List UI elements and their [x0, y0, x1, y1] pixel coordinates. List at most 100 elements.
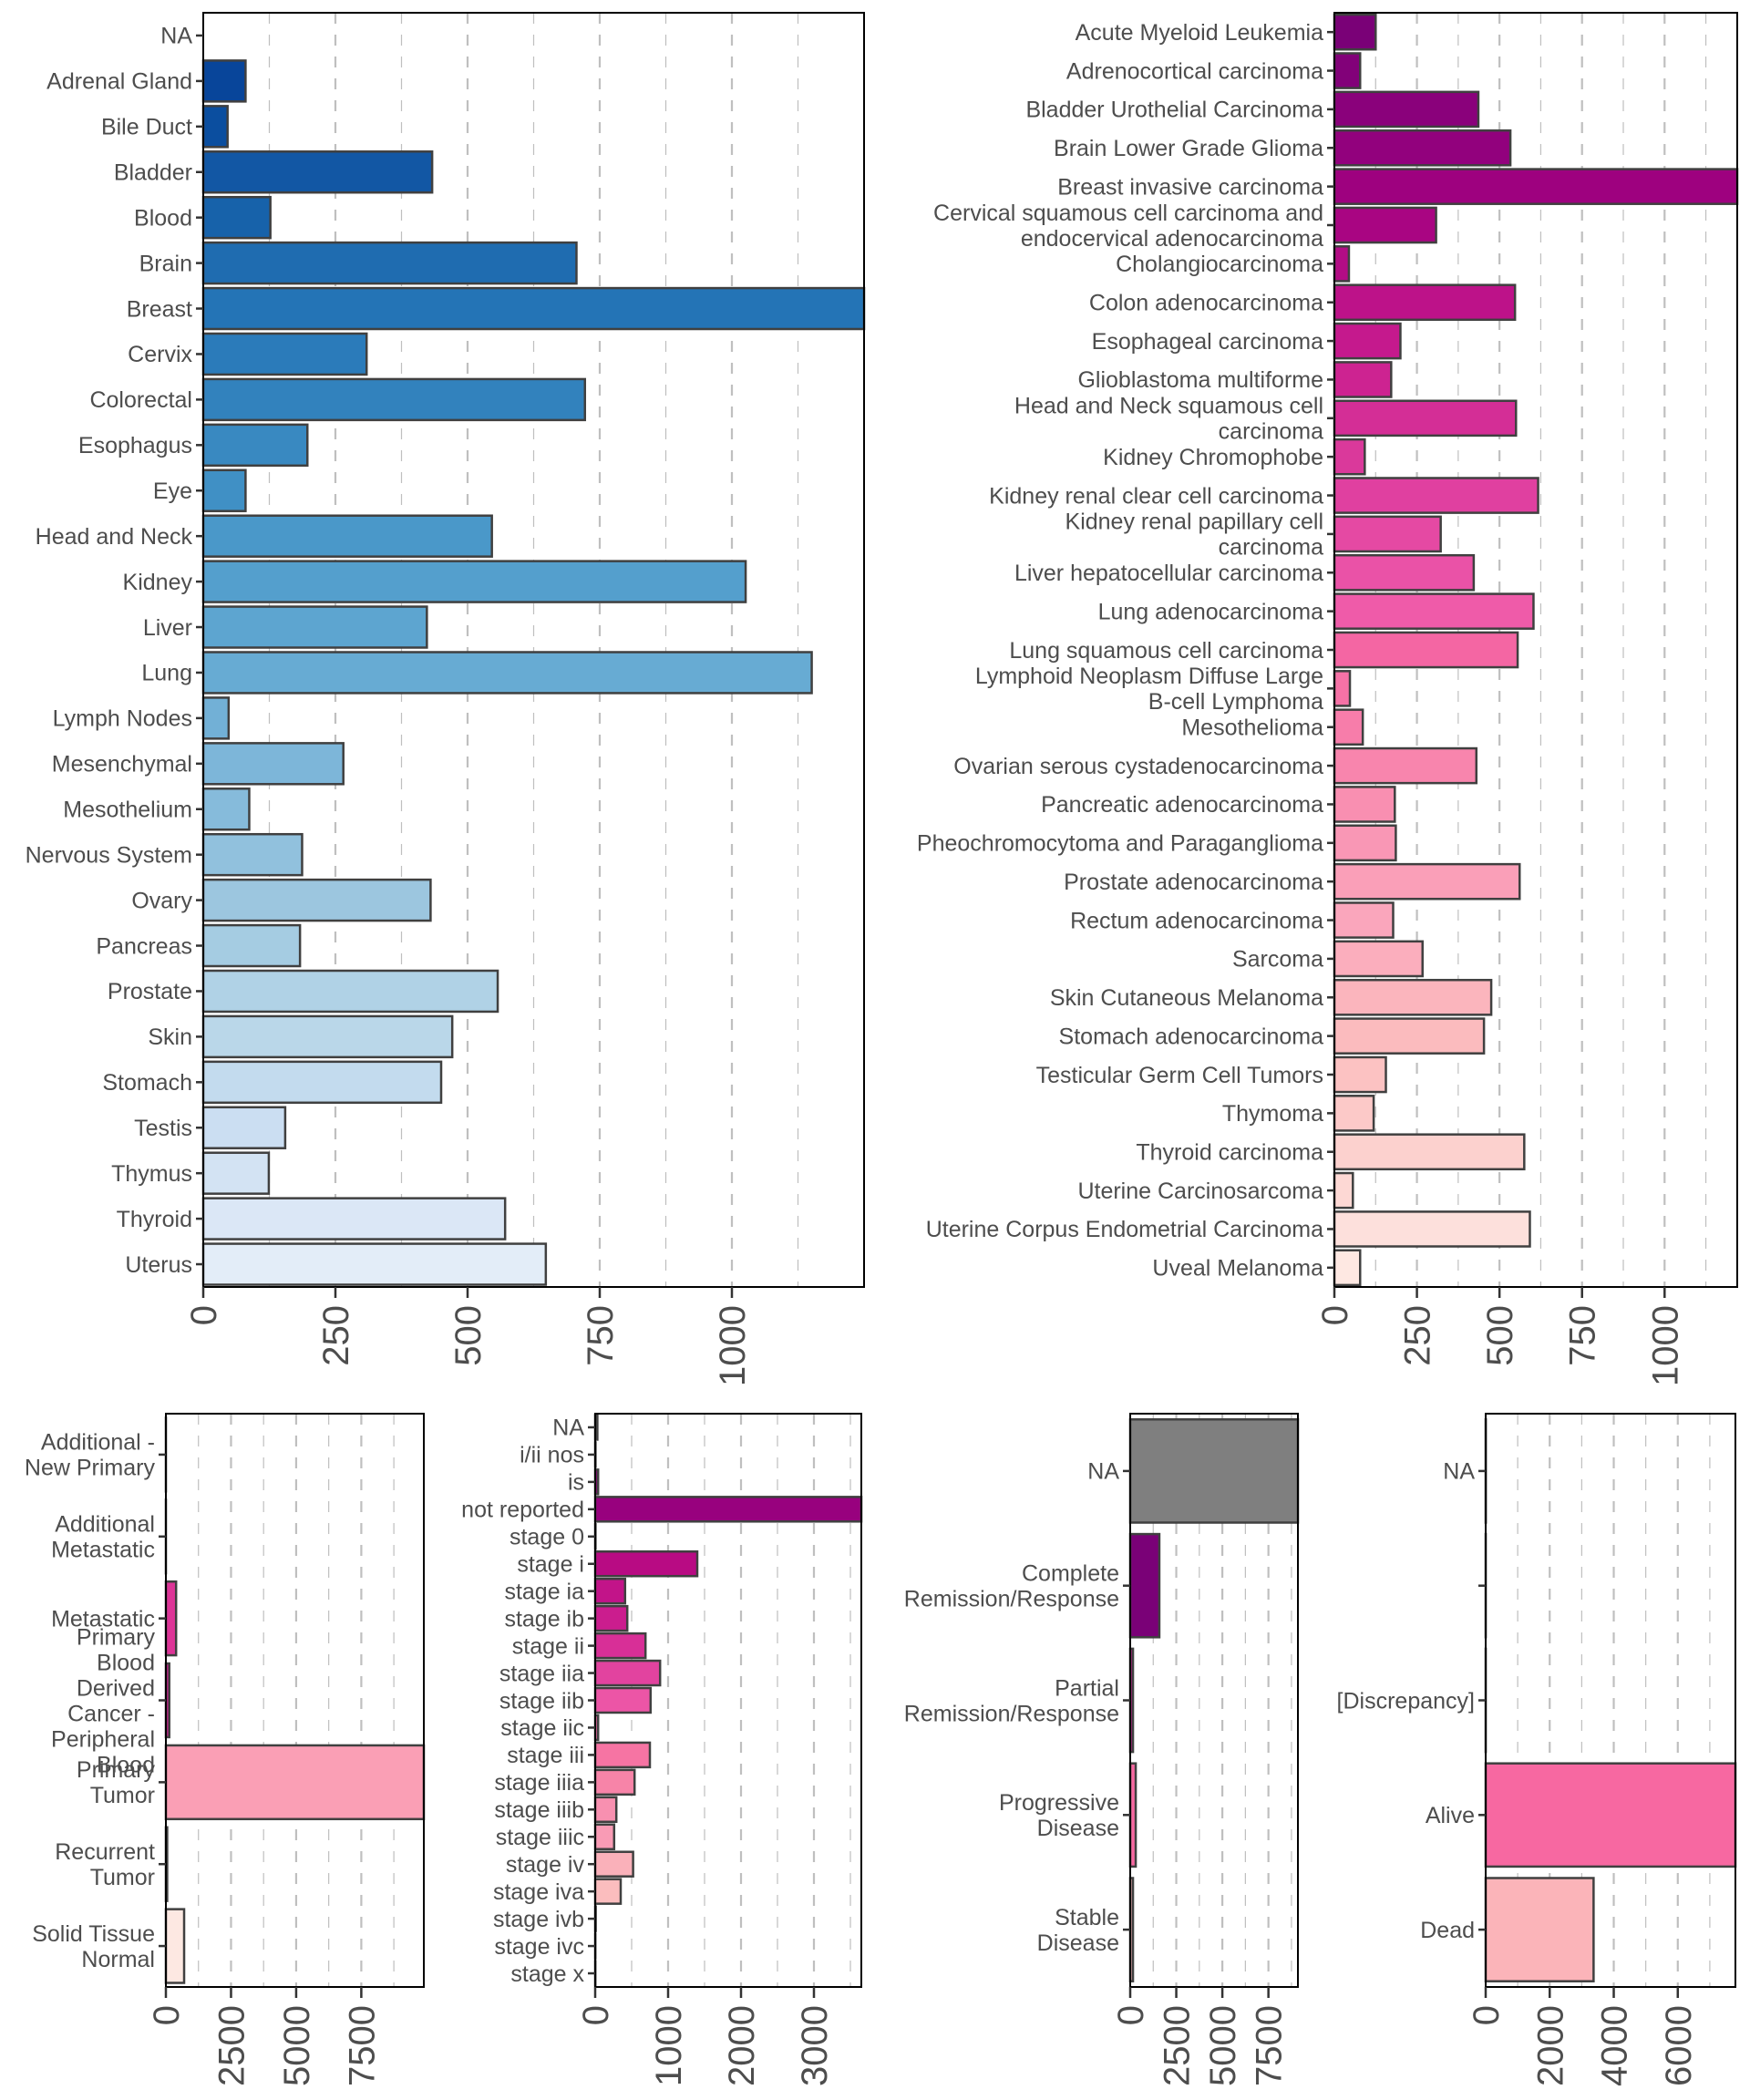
y-tick-label: Kidney renal papillary cell carcinoma	[1065, 510, 1324, 561]
y-tick-label: Partial Remission/Response	[904, 1675, 1119, 1726]
bar	[593, 1632, 647, 1660]
bar	[201, 605, 428, 649]
y-tick-label: Primary Tumor	[77, 1757, 156, 1808]
x-tick-label: 0	[1315, 1305, 1355, 1325]
y-tick-label: Esophagus	[78, 433, 192, 458]
y-tick-label: stage 0	[510, 1525, 584, 1550]
y-tick-label: Bladder Urothelial Carcinoma	[1025, 98, 1323, 123]
bar	[593, 1850, 634, 1878]
bar	[1333, 631, 1519, 669]
bar	[201, 1242, 548, 1286]
bar	[201, 105, 229, 149]
y-tick-label: NA	[1443, 1459, 1475, 1485]
y-tick-label: Prostate	[108, 979, 192, 1004]
bar	[1333, 322, 1402, 360]
y-tick-label: Testicular Germ Cell Tumors	[1036, 1063, 1323, 1088]
y-tick-label: Pancreatic adenocarcinoma	[1041, 792, 1323, 818]
x-tick-label: 500	[1480, 1305, 1520, 1366]
y-tick-label: stage iic	[500, 1715, 584, 1741]
y-tick-label: stage iib	[499, 1688, 584, 1714]
y-tick-label: Skin Cutaneous Melanoma	[1050, 985, 1323, 1011]
x-tick-label: 250	[316, 1305, 356, 1366]
x-tick-label: 0	[1467, 2005, 1507, 2025]
bar	[1333, 206, 1437, 244]
y-tick-label: Primary Blood Derived Cancer -Peripheral Blo…	[51, 1624, 155, 1777]
y-tick-label: Progressive Disease	[999, 1790, 1119, 1841]
y-tick-label: Breast invasive carcinoma	[1057, 174, 1323, 200]
y-tick-label: Recurrent Tumor	[55, 1839, 155, 1890]
y-tick-label: stage ivb	[493, 1907, 584, 1932]
x-tick-label: 5000	[277, 2005, 317, 2086]
x-tick-label: 2000	[1530, 2005, 1570, 2086]
y-tick-label: Pheochromocytoma and Paraganglioma	[917, 831, 1323, 857]
bar	[201, 195, 272, 240]
y-tick-label: Ovary	[131, 888, 192, 913]
y-tick-label: stage iii	[507, 1743, 584, 1768]
x-tick-label: 7500	[1250, 2005, 1290, 2086]
x-tick-label: 250	[1398, 1305, 1438, 1366]
y-tick-label: Additional -New Primary	[25, 1430, 156, 1481]
x-tick-label: 750	[1563, 1305, 1603, 1366]
bar	[1333, 283, 1517, 322]
y-tick-label: NA	[552, 1415, 584, 1441]
bar	[593, 1741, 652, 1769]
bar	[201, 514, 493, 558]
y-tick-label: Brain	[139, 251, 192, 276]
bar	[1128, 1418, 1300, 1524]
bar	[1484, 1877, 1595, 1982]
y-tick-label: stage iiia	[494, 1770, 584, 1796]
bar	[593, 1878, 623, 1905]
bar	[201, 878, 432, 922]
x-tick-label: 0	[1111, 2005, 1151, 2025]
bar	[1333, 824, 1397, 862]
bar	[1484, 1762, 1737, 1868]
y-tick-label: Uterine Corpus Endometrial Carcinoma	[926, 1217, 1323, 1242]
x-tick-label: 3000	[795, 2005, 835, 2086]
bar	[201, 651, 813, 695]
bar	[1333, 978, 1493, 1016]
y-tick-label: is	[568, 1470, 584, 1496]
bar	[201, 286, 866, 331]
y-tick-label: Thyroid carcinoma	[1136, 1139, 1323, 1165]
bar	[201, 1197, 507, 1240]
y-tick-label: Complete Remission/Response	[904, 1560, 1119, 1611]
y-tick-label: stage iva	[493, 1879, 584, 1905]
y-tick-label: Esophageal carcinoma	[1092, 329, 1323, 355]
bar	[1333, 592, 1535, 630]
y-tick-label: Metastatic	[51, 1606, 155, 1632]
y-tick-label: Lung adenocarcinoma	[1098, 599, 1323, 624]
bar	[1333, 1055, 1387, 1094]
y-tick-label: i/ii nos	[520, 1443, 584, 1468]
y-tick-label: Skin	[148, 1024, 192, 1050]
bar	[201, 742, 345, 786]
y-tick-label: Lymph Nodes	[53, 706, 192, 732]
y-tick-label: Mesothelioma	[1181, 715, 1323, 740]
y-tick-label: Dead	[1420, 1918, 1475, 1943]
y-tick-label: Lung	[141, 661, 192, 686]
y-tick-label: stage iiib	[494, 1797, 584, 1823]
bar	[1333, 129, 1512, 167]
y-tick-label: Lymphoid Neoplasm Diffuse Large B-cell Ly…	[975, 664, 1323, 715]
y-tick-label: Adrenocortical carcinoma	[1066, 58, 1323, 84]
y-tick-label: Mesothelium	[63, 798, 192, 823]
bar	[593, 1659, 662, 1687]
y-tick-label: Colon adenocarcinoma	[1089, 290, 1323, 315]
y-tick-label: Stomach	[102, 1070, 192, 1096]
bar	[1333, 13, 1377, 51]
bar	[1333, 477, 1539, 514]
y-tick-label: Mesenchymal	[52, 752, 192, 777]
x-tick-label: 1000	[1645, 1305, 1685, 1386]
bar	[201, 423, 309, 468]
y-tick-label: stage ivc	[494, 1934, 584, 1960]
bar	[1333, 746, 1478, 785]
y-tick-label: Head and Neck	[36, 524, 193, 550]
bar	[593, 1768, 636, 1796]
bar	[1333, 515, 1442, 553]
x-tick-label: 1000	[713, 1305, 753, 1386]
y-tick-label: NA	[160, 24, 192, 49]
bar	[201, 332, 368, 376]
bar	[201, 377, 587, 422]
bar	[1333, 940, 1424, 978]
